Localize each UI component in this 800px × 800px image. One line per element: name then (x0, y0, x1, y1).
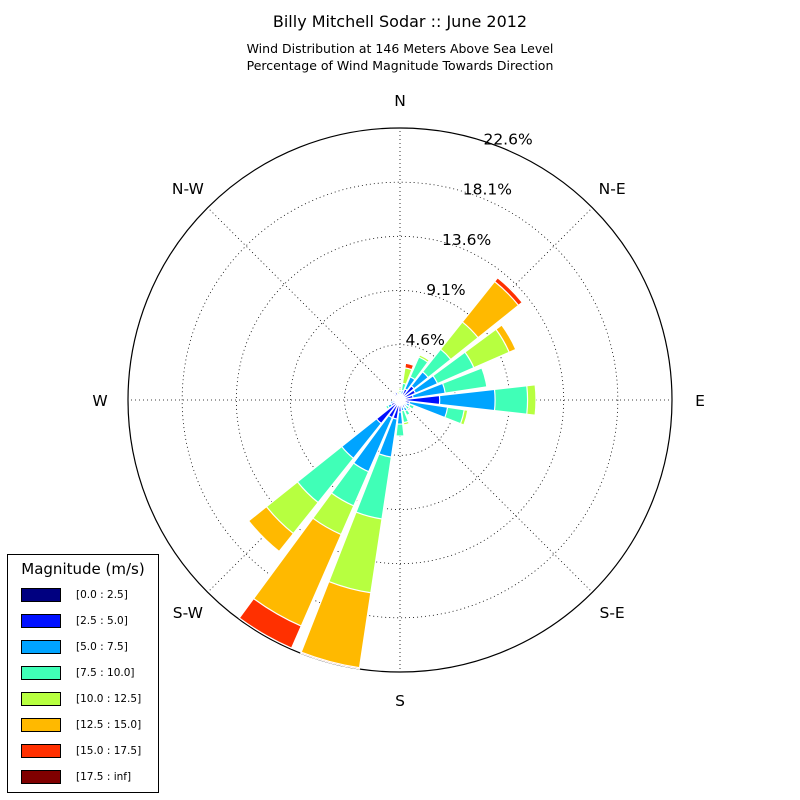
outer-circle (127, 127, 673, 673)
direction-label: N-E (599, 180, 626, 198)
grid-spoke (207, 207, 401, 401)
radial-tick-label: 13.6% (442, 231, 491, 249)
legend-label: [0.0 : 2.5] (76, 589, 128, 601)
legend-swatch (21, 614, 61, 628)
direction-label: W (92, 392, 107, 410)
direction-label: S (395, 692, 405, 710)
wind-bar-segment (398, 396, 401, 401)
grid-spoke (399, 399, 593, 593)
legend-swatch (21, 692, 61, 706)
direction-label: S-E (600, 604, 625, 622)
legend-label: [17.5 : inf] (76, 771, 132, 783)
direction-label: N (394, 92, 406, 110)
wind-bar-segment (399, 399, 449, 419)
legend-swatch (21, 718, 61, 732)
legend-label: [2.5 : 5.0] (76, 615, 128, 627)
wind-bar-segment (352, 399, 401, 473)
radial-tick-label: 9.1% (426, 281, 465, 299)
chart-subtitle-1: Wind Distribution at 146 Meters Above Se… (246, 41, 554, 56)
legend-swatch (21, 588, 61, 602)
legend-swatch (21, 770, 61, 784)
radial-tick-label: 4.6% (405, 331, 444, 349)
legend-label: [12.5 : 15.0] (76, 719, 142, 731)
legend-swatch (21, 666, 61, 680)
radial-tick-label: 22.6% (483, 131, 532, 149)
chart-title: Billy Mitchell Sodar :: June 2012 (272, 12, 528, 31)
direction-label: N-W (172, 180, 204, 198)
legend-swatch (21, 744, 61, 758)
grid-circle (235, 235, 565, 565)
legend: Magnitude (m/s) [0.0 : 2.5] [2.5 : 5.0] … (7, 554, 159, 793)
legend-label: [7.5 : 10.0] (76, 667, 135, 679)
wind-bar-segment (399, 394, 441, 406)
grid-circle (181, 181, 619, 619)
legend-label: [5.0 : 7.5] (76, 641, 128, 653)
direction-label: E (695, 392, 705, 410)
radial-tick-label: 18.1% (463, 181, 512, 199)
legend-title: Magnitude (m/s) (21, 560, 145, 578)
chart-subtitle-2: Percentage of Wind Magnitude Towards Dir… (246, 58, 554, 73)
legend-swatch (21, 640, 61, 654)
wind-bar-segment (375, 399, 401, 425)
wind-bar-segment (399, 388, 496, 412)
legend-label: [10.0 : 12.5] (76, 693, 142, 705)
legend-label: [15.0 : 17.5] (76, 745, 142, 757)
direction-label: S-W (173, 604, 203, 622)
